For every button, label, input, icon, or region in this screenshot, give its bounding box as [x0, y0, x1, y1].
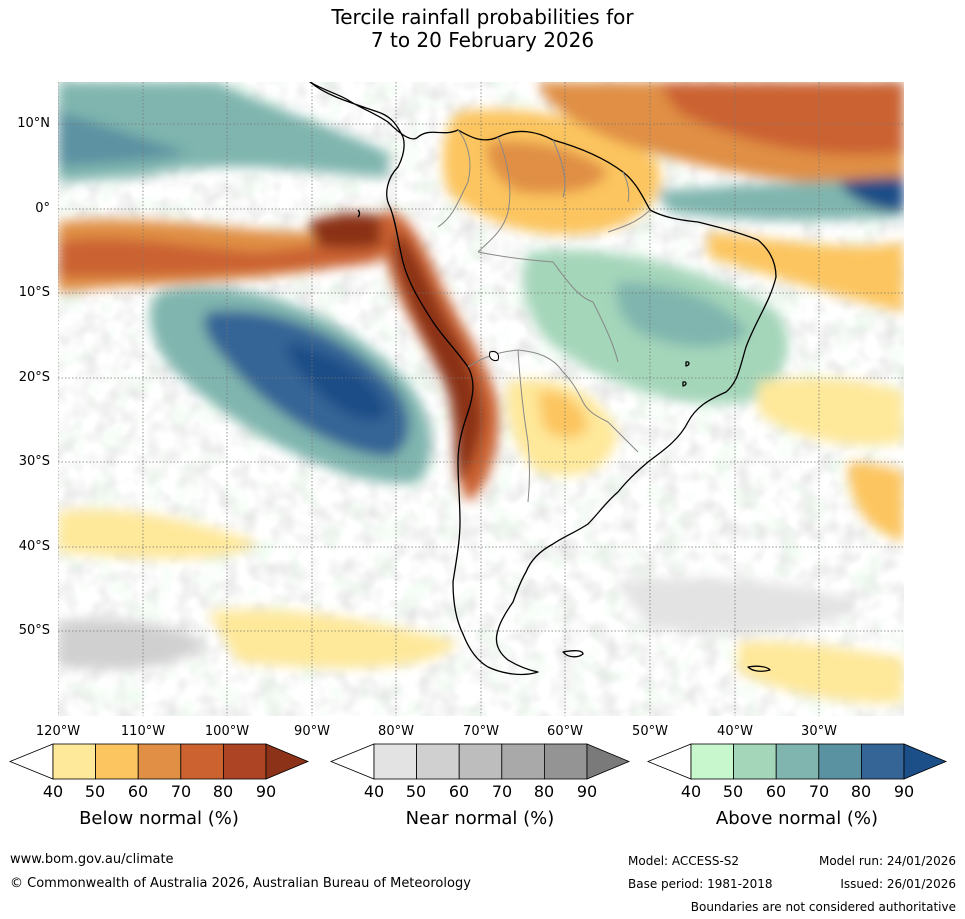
lon-label-60w: 60°W [547, 724, 583, 739]
above-colorbar-high-arrow [903, 743, 947, 780]
near-colorbar-high-arrow [586, 743, 630, 780]
near-colorbar-segment [543, 743, 588, 780]
colorbar-above-title: Above normal (%) [715, 808, 879, 829]
near-colorbar-segment [501, 743, 545, 780]
above-tick: 80 [850, 782, 872, 801]
above-tick: 40 [680, 782, 702, 801]
above-colorbar-segment [860, 743, 905, 780]
lon-label-70w: 70°W [463, 724, 499, 739]
coastline [309, 82, 777, 676]
below-colorbar-segment [95, 743, 139, 780]
near-tick: 40 [363, 782, 385, 801]
country-borders [437, 129, 651, 503]
lat-label-equator: 0° [35, 201, 50, 216]
lon-label-40w: 40°W [717, 724, 753, 739]
below-colorbar-segment [180, 743, 224, 780]
above-colorbar-segment [733, 743, 777, 780]
below-colorbar-segment [52, 743, 96, 780]
colorbar-near-normal [330, 742, 630, 782]
near-tick: 80 [533, 782, 555, 801]
below-tick: 50 [84, 782, 106, 801]
lat-label-10s: 10°S [18, 285, 50, 300]
lon-label-90w: 90°W [294, 724, 330, 739]
copyright-text: © Commonwealth of Australia 2026, Austra… [10, 876, 471, 891]
probability-map [58, 82, 904, 716]
below-colorbar-segment [222, 743, 267, 780]
colorbar-below-title: Below normal (%) [79, 808, 239, 829]
lon-label-50w: 50°W [632, 724, 668, 739]
above-tick: 60 [765, 782, 787, 801]
near-colorbar-segment [458, 743, 503, 780]
lake-titicaca [489, 351, 499, 361]
lat-label-20s: 20°S [18, 370, 50, 385]
above-tick: 90 [893, 782, 915, 801]
near-tick: 70 [491, 782, 513, 801]
colorbar-above-normal [647, 742, 947, 782]
below-colorbar-low-arrow [9, 743, 54, 780]
near-tick: 90 [576, 782, 598, 801]
lon-label-110w: 110°W [120, 724, 166, 739]
above-colorbar-segment [775, 743, 820, 780]
below-tick: 80 [212, 782, 234, 801]
above-colorbar-segment [690, 743, 734, 780]
lat-label-30s: 30°S [18, 454, 50, 469]
model-name: Model: ACCESS-S2 [628, 854, 740, 868]
near-colorbar-segment [373, 743, 417, 780]
below-tick: 70 [170, 782, 192, 801]
lat-label-40s: 40°S [18, 539, 50, 554]
graticule [58, 82, 904, 716]
above-tick: 70 [808, 782, 830, 801]
website-link[interactable]: www.bom.gov.au/climate [10, 852, 174, 867]
below-colorbar-high-arrow [265, 743, 309, 780]
below-tick: 40 [42, 782, 64, 801]
model-run-date: Model run: 24/01/2026 [818, 854, 956, 868]
base-period: Base period: 1981-2018 [628, 877, 773, 891]
near-tick: 50 [405, 782, 427, 801]
near-colorbar-low-arrow [330, 743, 375, 780]
lat-label-50s: 50°S [18, 623, 50, 638]
below-tick: 60 [127, 782, 149, 801]
lon-label-120w: 120°W [35, 724, 81, 739]
above-tick: 50 [722, 782, 744, 801]
lon-label-80w: 80°W [378, 724, 414, 739]
lon-label-30w: 30°W [801, 724, 837, 739]
lon-label-100w: 100°W [204, 724, 250, 739]
lat-label-10n: 10°N [17, 116, 50, 131]
colorbar-near-title: Near normal (%) [405, 808, 555, 829]
above-colorbar-low-arrow [647, 743, 692, 780]
near-tick: 60 [448, 782, 470, 801]
boundaries-disclaimer: Boundaries are not considered authoritat… [690, 900, 956, 914]
map-title-line1: Tercile rainfall probabilities for [331, 5, 634, 29]
colorbar-below-normal [9, 742, 309, 782]
issued-date: Issued: 26/01/2026 [840, 877, 956, 891]
near-colorbar-segment [416, 743, 460, 780]
above-colorbar-segment [818, 743, 862, 780]
map-title-line2: 7 to 20 February 2026 [370, 28, 595, 52]
below-colorbar-segment [137, 743, 182, 780]
below-tick: 90 [255, 782, 277, 801]
